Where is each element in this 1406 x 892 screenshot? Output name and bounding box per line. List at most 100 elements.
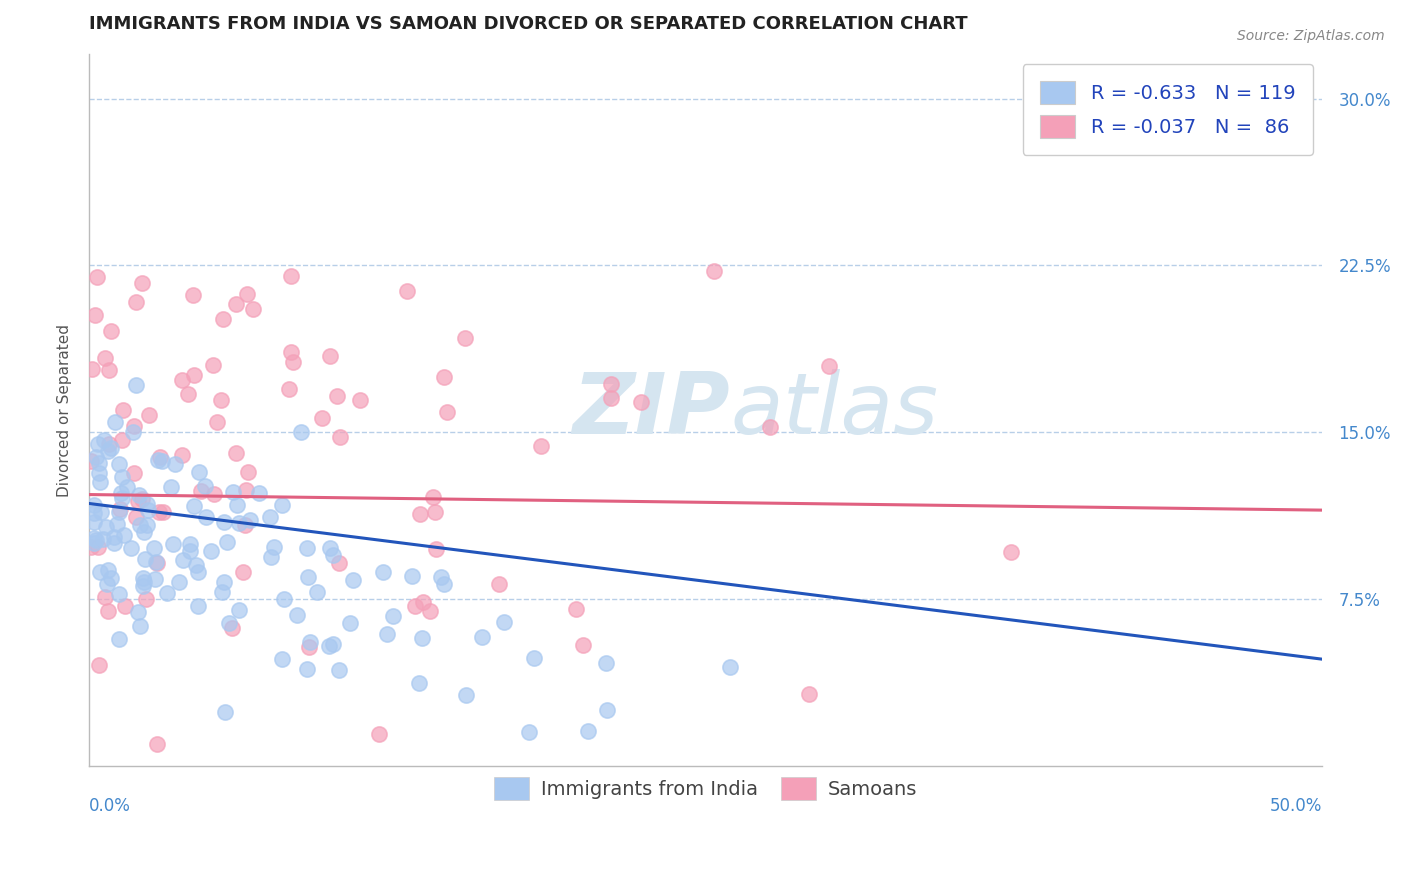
Point [412,595,434,609]
Point [226,498,249,512]
Point [263,540,285,554]
Point [134,551,156,566]
Point [277,382,299,396]
Point [183,368,205,383]
Point [190,483,212,498]
Point [143,541,166,555]
Point [596,703,619,717]
Point [131,277,153,291]
Point [205,415,228,429]
Point [212,311,235,326]
Point [87,657,110,672]
Point [146,737,169,751]
Point [156,586,179,600]
Point [423,505,446,519]
Point [146,557,169,571]
Point [143,572,166,586]
Point [297,541,319,555]
Point [172,448,194,462]
Point [319,349,342,363]
Point [235,483,257,497]
Point [132,574,155,589]
Point [172,372,194,386]
Point [145,555,167,569]
Point [87,467,110,481]
Point [97,604,120,618]
Point [94,520,117,534]
Point [87,457,110,471]
Point [342,573,364,587]
Point [290,425,312,439]
Point [111,433,134,447]
Point [488,577,510,591]
Point [260,550,283,565]
Point [411,632,433,646]
Y-axis label: Divorced or Separated: Divorced or Separated [58,324,72,497]
Point [396,284,419,298]
Point [149,450,172,465]
Point [456,688,478,702]
Point [298,640,321,654]
Point [125,295,148,310]
Point [100,324,122,338]
Point [430,569,453,583]
Point [718,660,741,674]
Point [108,501,131,516]
Point [110,486,132,500]
Point [103,536,125,550]
Point [329,430,352,444]
Point [163,457,186,471]
Point [401,568,423,582]
Point [93,433,115,447]
Point [134,525,156,540]
Point [97,444,120,458]
Point [84,533,107,547]
Point [1000,545,1022,559]
Point [128,619,150,633]
Point [131,579,153,593]
Point [523,651,546,665]
Point [225,296,247,310]
Point [225,446,247,460]
Point [83,516,105,530]
Point [97,363,120,377]
Point [162,537,184,551]
Point [565,602,588,616]
Point [311,410,333,425]
Point [305,585,328,599]
Point [181,287,204,301]
Point [188,465,211,479]
Point [108,457,131,471]
Point [297,570,319,584]
Point [214,705,236,719]
Point [167,575,190,590]
Point [104,416,127,430]
Point [86,437,108,451]
Point [105,516,128,531]
Point [172,553,194,567]
Point [221,621,243,635]
Point [80,453,103,467]
Text: Source: ZipAtlas.com: Source: ZipAtlas.com [1237,29,1385,43]
Point [630,394,652,409]
Point [108,632,131,646]
Point [135,591,157,606]
Point [759,420,782,434]
Point [107,505,129,519]
Point [233,517,256,532]
Point [86,270,108,285]
Point [817,359,839,373]
Point [328,556,350,570]
Text: atlas: atlas [730,368,938,451]
Point [89,565,111,579]
Legend: Immigrants from India, Samoans: Immigrants from India, Samoans [486,770,925,807]
Point [117,479,139,493]
Point [228,516,250,531]
Point [83,499,105,513]
Point [131,571,153,585]
Point [97,563,120,577]
Point [436,405,458,419]
Point [122,418,145,433]
Point [319,541,342,555]
Point [295,662,318,676]
